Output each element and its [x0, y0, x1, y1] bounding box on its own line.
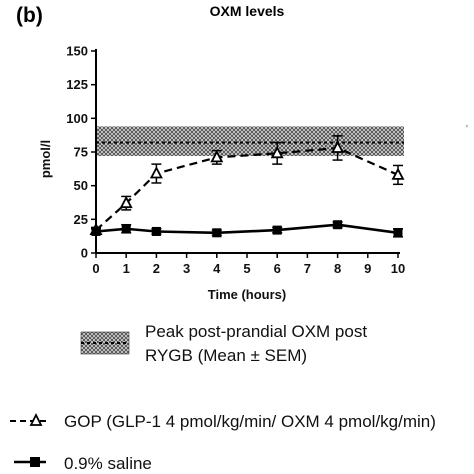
panel-label: (b) [16, 4, 43, 27]
series-1-point-3 [212, 228, 222, 238]
x-tick-label-10: 10 [391, 261, 405, 276]
series-0-point-2 [149, 166, 163, 179]
x-tick-label-6: 6 [274, 261, 281, 276]
axes: 0 25 50 75 100 125 150 0 1 2 3 4 5 6 7 8 9 10 [66, 44, 405, 277]
series-0-point-4 [270, 145, 284, 159]
x-tick-label-5: 5 [243, 261, 250, 276]
cropped-edge-mark: ' [466, 124, 468, 135]
series-1-point-1 [121, 224, 131, 234]
x-tick-label-2: 2 [153, 261, 160, 276]
y-tick-label-50: 50 [74, 178, 88, 193]
chart-title: OXM levels [210, 3, 285, 19]
legend-saline-marker [30, 457, 40, 467]
y-tick-label-25: 25 [74, 212, 88, 227]
series-0-point-6 [391, 167, 405, 180]
series-1-point-6 [393, 228, 403, 238]
series-0-point-5 [331, 140, 345, 153]
series-1 [91, 220, 403, 238]
series-1-point-0 [91, 226, 101, 236]
legend-saline-label: 0.9% saline [64, 454, 152, 473]
y-tick-label-0: 0 [81, 246, 88, 261]
x-tick-label-0: 0 [92, 261, 99, 276]
y-tick-label-75: 75 [74, 145, 88, 160]
legend: Peak post-prandial OXM post RYGB (Mean ±… [10, 322, 436, 473]
legend-gop-marker [29, 412, 43, 426]
legend-band-label-line2: RYGB (Mean ± SEM) [145, 346, 307, 365]
x-tick-label-3: 3 [183, 261, 190, 276]
y-tick-label-125: 125 [66, 77, 88, 92]
series-1-point-2 [151, 226, 161, 236]
reference-band [96, 126, 404, 157]
reference-band-layer [96, 126, 404, 157]
y-tick-label-150: 150 [66, 44, 88, 59]
legend-band-label-line1: Peak post-prandial OXM post [145, 322, 367, 341]
series-layer [89, 135, 405, 238]
x-tick-label-4: 4 [213, 261, 221, 276]
x-tick-label-1: 1 [123, 261, 130, 276]
series-1-point-4 [272, 225, 282, 235]
y-tick-label-100: 100 [66, 111, 88, 126]
series-1-line [95, 223, 399, 235]
series-1-point-5 [333, 220, 343, 230]
x-axis-label: Time (hours) [208, 287, 287, 302]
x-tick-label-7: 7 [304, 261, 311, 276]
x-tick-label-8: 8 [334, 261, 341, 276]
series-0-point-3 [210, 149, 224, 163]
series-0-point-1 [119, 195, 133, 209]
series-0-line [95, 146, 399, 231]
y-axis-label: pmol/l [38, 140, 53, 178]
x-tick-label-9: 9 [364, 261, 371, 276]
legend-gop-label: GOP (GLP-1 4 pmol/kg/min/ OXM 4 pmol/kg/… [64, 412, 436, 431]
